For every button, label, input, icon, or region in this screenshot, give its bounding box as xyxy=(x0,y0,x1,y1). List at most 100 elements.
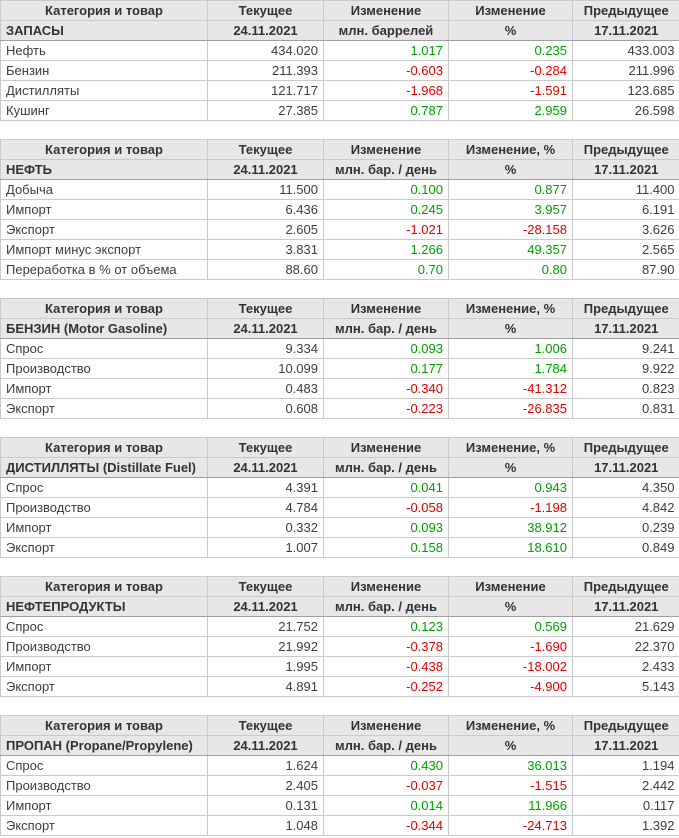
current-value: 11.500 xyxy=(207,179,324,200)
column-header-change-pct: Изменение xyxy=(448,0,573,21)
column-header-previous: Предыдущее xyxy=(572,437,679,458)
change-value: -0.340 xyxy=(323,378,449,399)
category-cell: Производство xyxy=(0,497,208,518)
current-date: 24.11.2021 xyxy=(207,457,324,478)
section-title: ДИСТИЛЛЯТЫ (Distillate Fuel) xyxy=(0,457,208,478)
change-value: -0.252 xyxy=(323,676,449,697)
percent-sign: % xyxy=(448,735,573,756)
column-header-category: Категория и товар xyxy=(0,715,208,736)
column-header-current: Текущее xyxy=(207,576,324,597)
current-date: 24.11.2021 xyxy=(207,596,324,617)
category-cell: Экспорт xyxy=(0,398,208,419)
current-value: 1.048 xyxy=(207,815,324,836)
previous-value: 433.003 xyxy=(572,40,679,61)
table-row: Переработка в % от объема 88.60 0.70 0.80 87… xyxy=(0,259,679,280)
previous-value: 6.191 xyxy=(572,199,679,220)
category-cell: Импорт xyxy=(0,795,208,816)
subheader-row: ЗАПАСЫ 24.11.2021 млн. баррелей% 17.11.2021 xyxy=(0,20,679,41)
current-value: 0.483 xyxy=(207,378,324,399)
change-pct-value: -28.158 xyxy=(448,219,573,240)
section-title: НЕФТЕПРОДУКТЫ xyxy=(0,596,208,617)
current-value: 211.393 xyxy=(207,60,324,81)
change-value: 0.245 xyxy=(323,199,449,220)
previous-value: 211.996 xyxy=(572,60,679,81)
section-title: ПРОПАН (Propane/Propylene) xyxy=(0,735,208,756)
section-title: ЗАПАСЫ xyxy=(0,20,208,41)
change-value: 0.041 xyxy=(323,477,449,498)
category-cell: Добыча xyxy=(0,179,208,200)
table-row: Импорт 0.131 0.014 11.966 0.117 xyxy=(0,795,679,816)
current-value: 10.099 xyxy=(207,358,324,379)
column-header-current: Текущее xyxy=(207,139,324,160)
column-header-previous: Предыдущее xyxy=(572,139,679,160)
previous-value: 21.629 xyxy=(572,616,679,637)
current-value: 27.385 xyxy=(207,100,324,121)
change-pct-value: 0.877 xyxy=(448,179,573,200)
table-crude-oil: Категория и товар Текущее Изменение Изменен… xyxy=(0,139,679,280)
subheader-row: НЕФТЬ 24.11.2021 млн. бар. / день% 17.11.20… xyxy=(0,159,679,180)
previous-date: 17.11.2021 xyxy=(572,20,679,41)
change-unit: млн. бар. / день xyxy=(323,318,449,339)
table-gasoline: Категория и товар Текущее Изменение Изменен… xyxy=(0,298,679,419)
change-pct-value: 3.957 xyxy=(448,199,573,220)
change-pct-value: 1.784 xyxy=(448,358,573,379)
change-pct-value: -18.002 xyxy=(448,656,573,677)
current-value: 4.784 xyxy=(207,497,324,518)
current-value: 3.831 xyxy=(207,239,324,260)
change-unit: млн. бар. / день xyxy=(323,735,449,756)
change-value: 1.266 xyxy=(323,239,449,260)
change-value: 0.430 xyxy=(323,755,449,776)
table-row: Добыча 11.500 0.100 0.877 11.400 xyxy=(0,179,679,200)
previous-value: 22.370 xyxy=(572,636,679,657)
table-row: Производство 21.992 -0.378 -1.690 22.370 xyxy=(0,636,679,657)
category-cell: Экспорт xyxy=(0,537,208,558)
table-distillates: Категория и товар Текущее Изменение Изменен… xyxy=(0,437,679,558)
previous-value: 2.565 xyxy=(572,239,679,260)
change-pct-value: 18.610 xyxy=(448,537,573,558)
section-title: НЕФТЬ xyxy=(0,159,208,180)
column-header-current: Текущее xyxy=(207,0,324,21)
column-header-change: Изменение xyxy=(323,298,449,319)
previous-value: 0.849 xyxy=(572,537,679,558)
change-value: -0.344 xyxy=(323,815,449,836)
table-propane: Категория и товар Текущее Изменение Изменен… xyxy=(0,715,679,836)
previous-date: 17.11.2021 xyxy=(572,735,679,756)
category-cell: Нефть xyxy=(0,40,208,61)
current-value: 6.436 xyxy=(207,199,324,220)
column-header-category: Категория и товар xyxy=(0,298,208,319)
change-pct-value: -26.835 xyxy=(448,398,573,419)
current-value: 0.332 xyxy=(207,517,324,538)
category-cell: Производство xyxy=(0,775,208,796)
table-row: Экспорт 4.891 -0.252 -4.900 5.143 xyxy=(0,676,679,697)
previous-date: 17.11.2021 xyxy=(572,457,679,478)
change-unit: млн. баррелей xyxy=(323,20,449,41)
previous-value: 1.194 xyxy=(572,755,679,776)
current-value: 1.995 xyxy=(207,656,324,677)
table-row: Производство 2.405 -0.037 -1.515 2.442 xyxy=(0,775,679,796)
category-cell: Спрос xyxy=(0,755,208,776)
category-cell: Экспорт xyxy=(0,219,208,240)
column-header-change: Изменение xyxy=(323,715,449,736)
column-header-previous: Предыдущее xyxy=(572,0,679,21)
previous-value: 5.143 xyxy=(572,676,679,697)
change-pct-value: 2.959 xyxy=(448,100,573,121)
category-cell: Спрос xyxy=(0,616,208,637)
table-row: Спрос 4.391 0.041 0.943 4.350 xyxy=(0,477,679,498)
change-pct-value: 1.006 xyxy=(448,338,573,359)
current-value: 434.020 xyxy=(207,40,324,61)
current-value: 121.717 xyxy=(207,80,324,101)
category-cell: Производство xyxy=(0,358,208,379)
change-value: -0.223 xyxy=(323,398,449,419)
table-row: Нефть 434.020 1.017 0.235 433.003 xyxy=(0,40,679,61)
change-unit: млн. бар. / день xyxy=(323,159,449,180)
change-value: 1.017 xyxy=(323,40,449,61)
change-pct-value: 11.966 xyxy=(448,795,573,816)
previous-date: 17.11.2021 xyxy=(572,596,679,617)
category-cell: Переработка в % от объема xyxy=(0,259,208,280)
header-row: Категория и товар Текущее Изменение Изменен… xyxy=(0,0,679,21)
current-value: 88.60 xyxy=(207,259,324,280)
current-value: 0.131 xyxy=(207,795,324,816)
change-pct-value: 0.80 xyxy=(448,259,573,280)
change-value: 0.787 xyxy=(323,100,449,121)
category-cell: Импорт минус экспорт xyxy=(0,239,208,260)
